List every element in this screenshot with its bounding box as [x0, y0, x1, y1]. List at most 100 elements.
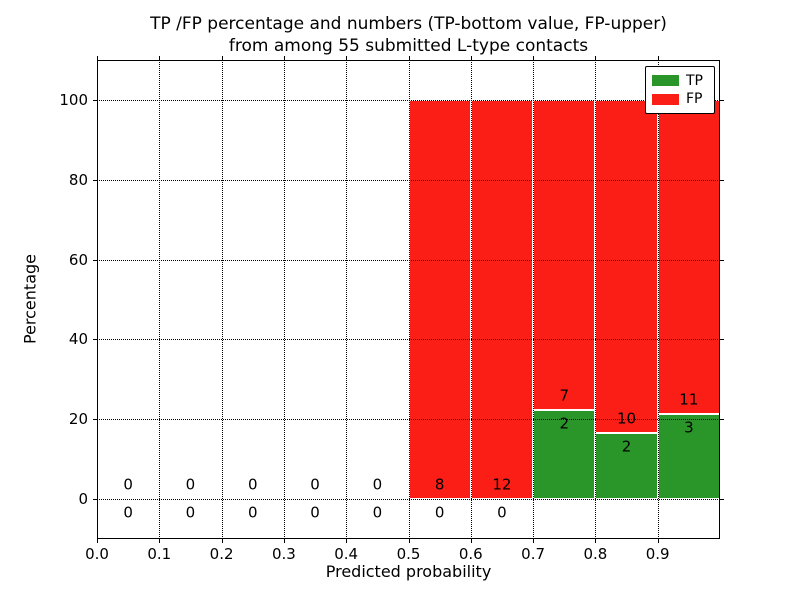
y-tick-mark	[93, 259, 97, 261]
x-tick-label: 0.2	[209, 545, 234, 563]
bar-segment-fp	[470, 99, 534, 500]
gridline-v	[221, 60, 223, 539]
y-tick-mark-right	[720, 259, 724, 261]
y-tick-mark-right	[720, 339, 724, 341]
y-axis-label: Percentage	[20, 253, 40, 345]
x-tick-label: 0.0	[85, 545, 109, 563]
bar-segment-fp	[595, 99, 658, 433]
x-tick-mark	[283, 539, 285, 543]
bar-segment-tp	[533, 410, 596, 500]
x-tick-mark	[657, 539, 659, 543]
fp-count-label: 0	[185, 475, 196, 494]
x-tick-mark	[408, 539, 410, 543]
bar-segment-fp	[408, 99, 471, 500]
x-tick-mark-top	[283, 56, 285, 60]
y-tick-mark-right	[720, 179, 724, 181]
y-tick-label: 40	[68, 330, 88, 349]
bar-segment-fp	[657, 99, 720, 414]
tp-count-label: 0	[310, 503, 320, 522]
gridline-h	[97, 259, 720, 261]
y-tick-mark-right	[720, 499, 724, 501]
tp-count-label: 0	[123, 503, 133, 522]
tp-count-label: 2	[621, 437, 632, 455]
x-tick-label: 0.1	[147, 545, 172, 563]
legend: TP FP	[645, 66, 715, 114]
gridline-h	[97, 499, 720, 501]
y-tick-mark	[93, 99, 97, 101]
tp-count-label: 0	[497, 503, 507, 522]
tp-count-label: 2	[559, 414, 570, 433]
tp-count-label: 0	[185, 503, 196, 522]
x-tick-mark-top	[657, 56, 659, 60]
x-tick-mark-top	[533, 56, 535, 60]
fp-count-label: 10	[617, 409, 637, 428]
x-tick-mark-top	[97, 56, 98, 60]
chart-title-line1: TP /FP percentage and numbers (TP-bottom…	[150, 14, 667, 34]
gridline-v	[595, 60, 597, 539]
legend-item-fp: FP	[652, 92, 708, 106]
x-tick-mark	[221, 539, 223, 543]
bar-segment-fp	[533, 99, 596, 411]
x-tick-mark	[470, 539, 472, 543]
tp-count-label: 0	[247, 503, 258, 522]
gridline-h	[97, 339, 720, 341]
y-tick-mark	[93, 499, 97, 501]
gridline-v	[346, 60, 348, 539]
x-tick-mark	[159, 539, 161, 543]
legend-item-tp: TP	[652, 74, 708, 88]
gridline-h	[97, 99, 720, 101]
y-tick-label: 60	[68, 250, 88, 269]
gridline-v	[533, 60, 535, 539]
gridline-v	[657, 60, 659, 539]
x-tick-mark	[97, 539, 98, 543]
x-tick-mark-top	[159, 56, 161, 60]
x-tick-label: 0.4	[334, 545, 359, 563]
legend-label-fp: FP	[686, 91, 703, 108]
fp-count-label: 7	[559, 386, 570, 405]
x-tick-mark-top	[470, 56, 472, 60]
x-tick-mark	[346, 539, 348, 543]
fp-count-label: 0	[247, 475, 258, 494]
y-tick-label: 20	[68, 410, 88, 429]
gridline-v	[159, 60, 161, 539]
x-tick-label: 0.9	[645, 545, 670, 563]
x-tick-mark-top	[408, 56, 410, 60]
fp-count-label: 11	[679, 390, 699, 409]
gridline-v	[283, 60, 285, 539]
gridline-h	[97, 419, 720, 421]
x-tick-label: 0.5	[396, 545, 421, 563]
fp-count-label: 0	[310, 475, 320, 494]
x-tick-label: 0.8	[583, 545, 608, 563]
gridline-v	[470, 60, 472, 539]
tp-color-swatch	[652, 75, 679, 87]
legend-label-tp: TP	[686, 72, 703, 89]
x-axis-label: Predicted probability	[325, 562, 492, 581]
x-tick-mark	[533, 539, 535, 543]
bar-segment-tp	[595, 432, 658, 500]
gridline-h	[97, 179, 720, 181]
x-tick-mark-top	[346, 56, 348, 60]
x-tick-mark	[595, 539, 597, 543]
y-tick-mark	[93, 339, 97, 341]
y-tick-label: 0	[78, 490, 88, 509]
tp-count-label: 0	[372, 503, 383, 522]
fp-count-label: 0	[372, 475, 383, 494]
y-tick-mark	[93, 419, 97, 421]
fp-count-label: 8	[434, 475, 445, 494]
x-tick-label: 0.7	[521, 545, 546, 563]
y-tick-label: 80	[68, 170, 88, 189]
chart-title-line2: from among 55 submitted L-type contacts	[228, 36, 589, 56]
y-tick-label: 100	[59, 90, 88, 109]
tp-count-label: 0	[434, 503, 445, 522]
fp-count-label: 12	[492, 475, 512, 494]
y-tick-mark	[93, 179, 97, 181]
x-tick-label: 0.3	[271, 545, 296, 563]
tp-count-label: 3	[684, 418, 694, 436]
x-tick-mark-top	[595, 56, 597, 60]
x-tick-label: 0.6	[458, 545, 483, 563]
gridline-v	[408, 60, 410, 539]
y-tick-mark-right	[720, 419, 724, 421]
x-tick-mark-top	[221, 56, 223, 60]
